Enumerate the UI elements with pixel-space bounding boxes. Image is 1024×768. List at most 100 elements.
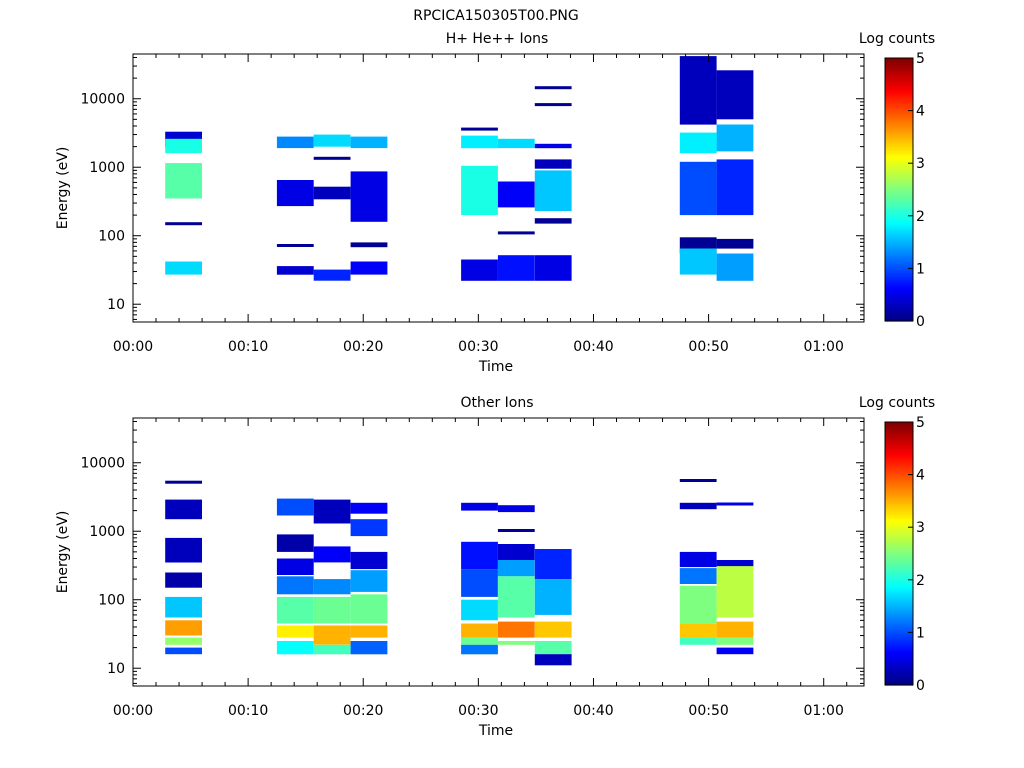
y-tick-label: 1000 [89, 160, 125, 176]
colorbar-swatch [885, 671, 913, 675]
colorbar-swatch [885, 310, 913, 313]
colorbar-swatch [885, 595, 913, 598]
colorbar-swatch [885, 606, 913, 609]
heatmap-cell [313, 546, 351, 563]
colorbar-swatch [885, 509, 913, 513]
heatmap-cell [461, 623, 498, 638]
colorbar-swatch [885, 628, 913, 631]
colorbar-tick-label: 1 [916, 625, 925, 641]
heatmap-cell [313, 579, 351, 595]
colorbar-swatch [885, 220, 913, 223]
heatmap-cell [461, 502, 498, 511]
colorbar-swatch [885, 152, 913, 156]
heatmap-cell [165, 480, 202, 484]
colorbar-swatch [885, 134, 913, 138]
colorbar-tick-label: 2 [916, 209, 925, 225]
colorbar-swatch [885, 643, 913, 647]
x-axis-label: Time [478, 723, 513, 739]
heatmap-cell [716, 566, 754, 618]
colorbar-swatch [885, 430, 913, 434]
colorbar-swatch [885, 277, 913, 280]
colorbar-swatch [885, 564, 913, 568]
colorbar-swatch [885, 204, 913, 208]
heatmap-cell [165, 637, 202, 645]
colorbar-swatch [885, 428, 913, 432]
colorbar-swatch [885, 231, 913, 234]
colorbar-swatch [885, 99, 913, 103]
heatmap-cell [497, 529, 535, 532]
heatmap-cell [350, 519, 388, 537]
colorbar-swatch [885, 165, 913, 169]
colorbar-swatch [885, 592, 913, 596]
colorbar-swatch [885, 106, 913, 110]
colorbar-swatch [885, 424, 913, 427]
colorbar-swatch [885, 641, 913, 644]
heatmap-cell [497, 641, 535, 645]
colorbar-swatch [885, 498, 913, 502]
colorbar-swatch [885, 82, 913, 85]
colorbar-swatch [885, 239, 913, 243]
colorbar-swatch [885, 638, 913, 642]
colorbar-swatch [885, 189, 913, 193]
colorbar-swatch [885, 654, 913, 658]
colorbar-label: Log counts [859, 31, 935, 47]
colorbar-swatch [885, 318, 913, 322]
colorbar-swatch [885, 601, 913, 605]
heatmap-cell [534, 143, 572, 149]
heatmap-cell [679, 585, 717, 624]
colorbar-swatch [885, 169, 913, 173]
colorbar-swatch [885, 288, 913, 291]
colorbar-swatch [885, 566, 913, 570]
heatmap-cell [534, 170, 572, 211]
heatmap-cell [679, 637, 717, 645]
colorbar-swatch [885, 294, 913, 298]
colorbar-swatch [885, 285, 913, 289]
colorbar-swatch [885, 178, 913, 182]
heatmap-cell [313, 156, 351, 160]
x-tick-label: 00:10 [228, 703, 268, 719]
heatmap-cell [679, 479, 717, 482]
heatmap-cell [679, 568, 717, 584]
colorbar-swatch [885, 123, 913, 127]
colorbar-swatch [885, 128, 913, 131]
colorbar-swatch [885, 141, 913, 145]
colorbar-tick-label: 2 [916, 573, 925, 589]
colorbar-swatch [885, 119, 913, 123]
heatmap-cell [350, 641, 388, 655]
colorbar-swatch [885, 316, 913, 320]
colorbar-swatch [885, 88, 913, 92]
colorbar-tick-label: 5 [916, 415, 925, 431]
colorbar-swatch [885, 663, 913, 666]
colorbar-swatch [885, 603, 913, 607]
panel-title: H+ He++ Ions [446, 31, 549, 47]
colorbar-swatch [885, 437, 913, 441]
y-tick-label: 10000 [80, 456, 125, 472]
colorbar-swatch [885, 422, 913, 425]
colorbar-swatch [885, 656, 913, 660]
heatmap-cell [534, 159, 572, 169]
colorbar-swatch [885, 599, 913, 603]
colorbar-swatch [885, 73, 913, 77]
panel-title: Other Ions [460, 395, 533, 411]
colorbar-swatch [885, 492, 913, 495]
colorbar-swatch [885, 623, 913, 627]
colorbar-swatch [885, 674, 913, 677]
colorbar-swatch [885, 522, 913, 526]
colorbar-swatch [885, 66, 913, 70]
colorbar-swatch [885, 634, 913, 638]
colorbar-swatch [885, 581, 913, 585]
heatmap-cell [497, 138, 535, 149]
heatmap-cell [716, 560, 754, 567]
colorbar-swatch [885, 71, 913, 74]
colorbar-swatch [885, 507, 913, 511]
colorbar-swatch [885, 573, 913, 577]
colorbar-swatch [885, 211, 913, 215]
colorbar-swatch [885, 470, 913, 474]
y-tick-label: 10000 [80, 92, 125, 108]
colorbar-swatch [885, 538, 913, 541]
x-tick-label: 00:30 [458, 339, 498, 355]
heatmap-cell [165, 138, 202, 154]
heatmap-cell [679, 248, 717, 275]
colorbar-swatch [885, 182, 913, 186]
